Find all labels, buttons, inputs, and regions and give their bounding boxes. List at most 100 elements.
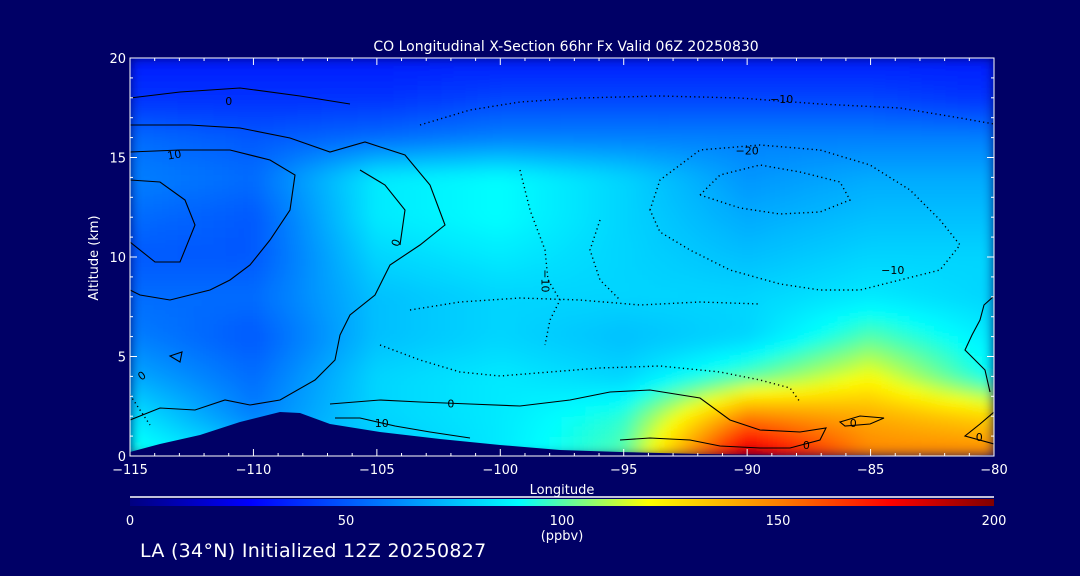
field-cell: [909, 117, 923, 129]
field-cell: [573, 276, 587, 288]
field-cell: [405, 77, 419, 89]
field-cell: [549, 266, 563, 278]
field-cell: [573, 395, 587, 407]
field-cell: [261, 395, 275, 407]
field-cell: [801, 186, 815, 198]
field-cell: [477, 425, 491, 437]
field-cell: [525, 206, 539, 218]
field-cell: [465, 176, 479, 188]
field-cell: [933, 365, 947, 377]
field-cell: [801, 157, 815, 168]
field-cell: [309, 196, 323, 208]
field-cell: [357, 107, 371, 119]
field-cell: [321, 87, 335, 99]
field-cell: [705, 176, 719, 188]
field-cell: [177, 67, 191, 79]
field-cell: [933, 206, 947, 218]
field-cell: [657, 425, 671, 437]
field-cell: [657, 176, 671, 188]
field-cell: [645, 256, 659, 268]
field-cell: [885, 226, 899, 238]
field-cell: [633, 306, 647, 318]
field-cell: [945, 435, 959, 447]
field-cell: [369, 206, 383, 218]
field-cell: [345, 147, 359, 158]
field-cell: [549, 405, 563, 417]
field-cell: [585, 266, 599, 278]
field-cell: [130, 356, 143, 367]
field-cell: [453, 276, 467, 288]
field-cell: [429, 425, 443, 437]
field-cell: [957, 415, 971, 427]
field-cell: [213, 276, 227, 288]
field-cell: [801, 87, 815, 99]
field-cell: [429, 316, 443, 328]
field-cell: [909, 226, 923, 238]
field-cell: [453, 316, 467, 328]
field-cell: [177, 415, 191, 427]
field-cell: [321, 276, 335, 288]
field-cell: [130, 107, 143, 119]
field-cell: [729, 67, 743, 79]
field-cell: [633, 58, 647, 69]
field-cell: [837, 445, 851, 456]
field-cell: [861, 326, 875, 338]
field-cell: [429, 256, 443, 268]
field-cell: [285, 405, 299, 417]
field-cell: [849, 256, 863, 268]
field-cell: [201, 87, 215, 99]
field-cell: [369, 196, 383, 208]
field-cell: [801, 286, 815, 298]
field-cell: [453, 216, 467, 228]
field-cell: [417, 385, 431, 397]
field-cell: [309, 395, 323, 407]
field-cell: [465, 326, 479, 338]
field-cell: [633, 276, 647, 288]
field-cell: [669, 186, 683, 198]
field-cell: [165, 186, 179, 198]
field-cell: [789, 147, 803, 158]
field-cell: [357, 246, 371, 258]
field-cell: [165, 157, 179, 168]
field-cell: [693, 216, 707, 228]
field-cell: [645, 385, 659, 397]
field-cell: [261, 375, 275, 387]
field-cell: [753, 97, 767, 109]
field-cell: [813, 365, 827, 377]
field-cell: [969, 87, 983, 99]
field-cell: [909, 425, 923, 437]
field-cell: [765, 276, 779, 288]
field-cell: [885, 425, 899, 437]
field-cell: [441, 58, 455, 69]
field-cell: [849, 356, 863, 367]
field-cell: [201, 186, 215, 198]
field-cell: [741, 77, 755, 89]
field-cell: [369, 97, 383, 109]
field-cell: [285, 137, 299, 149]
field-cell: [861, 117, 875, 129]
field-cell: [837, 395, 851, 407]
field-cell: [345, 266, 359, 278]
field-cell: [141, 236, 155, 248]
field-cell: [201, 296, 215, 308]
field-cell: [741, 236, 755, 248]
field-cell: [765, 127, 779, 139]
field-cell: [945, 266, 959, 278]
field-cell: [597, 395, 611, 407]
field-cell: [585, 186, 599, 198]
field-cell: [729, 326, 743, 338]
field-cell: [201, 336, 215, 348]
field-cell: [393, 87, 407, 99]
field-cell: [753, 186, 767, 198]
field-cell: [141, 107, 155, 119]
field-cell: [921, 296, 935, 308]
field-cell: [201, 356, 215, 367]
field-cell: [297, 405, 311, 417]
field-cell: [621, 356, 635, 367]
field-cell: [477, 127, 491, 139]
field-cell: [165, 107, 179, 119]
field-cell: [441, 97, 455, 109]
contour-label: 0: [976, 431, 983, 444]
field-cell: [705, 266, 719, 278]
field-cell: [825, 166, 839, 178]
